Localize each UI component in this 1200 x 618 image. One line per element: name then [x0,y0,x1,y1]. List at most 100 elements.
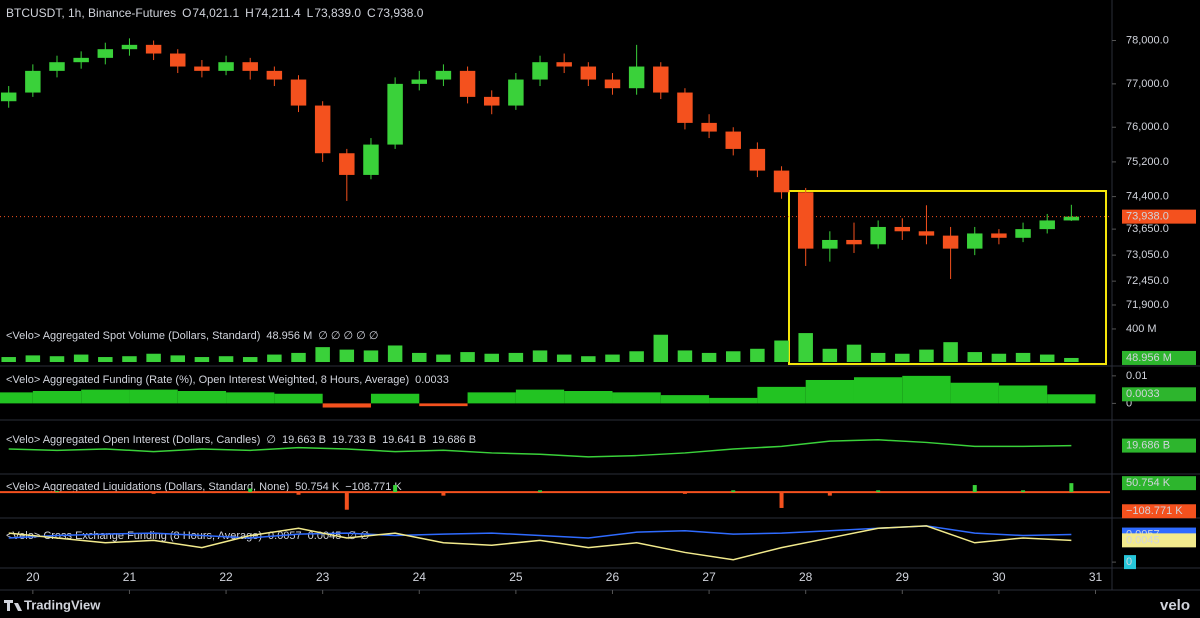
liquidation-bar [54,491,59,493]
volume-bar [339,349,355,362]
funding-step [564,391,613,404]
legend-value: ∅ [266,434,276,446]
funding-step [998,385,1048,404]
funding-step [177,391,227,404]
pane-title: <Velo> Aggregated Funding (Rate (%), Ope… [6,374,409,386]
legend-value: 48.956 M [266,330,312,342]
legend-value: 19.686 B [432,434,476,446]
volume-bar [508,352,524,362]
candle-body [1063,216,1080,221]
volume-bar [218,356,234,362]
liquidation-bar [586,492,591,493]
candle-body [556,62,572,67]
value-box [1122,209,1196,224]
funding-step [467,392,516,404]
y-tick-label: 0 [1126,397,1132,409]
candle-body [797,192,814,249]
funding-step [274,393,323,404]
candle-body [266,70,283,80]
candle-body [170,53,186,67]
tradingview-logo [4,600,22,611]
volume-bar [194,357,210,362]
volume-bar [798,333,813,362]
series-line [8,525,1072,561]
legend-value: L [307,6,314,20]
value-box [1122,504,1196,519]
candle-body [725,131,741,149]
volume-bar [653,334,669,362]
candle-body [73,57,89,63]
funding-step [612,392,661,404]
funding-step [32,391,82,404]
candle-body [508,79,524,106]
funding-step [0,392,33,404]
liquidation-bar [972,485,977,493]
volume-bar [291,352,306,362]
liquidation-bar [296,492,301,495]
legend-value: 50.754 K [295,481,340,493]
value-box-label: −108.771 K [1126,505,1183,517]
source: velo [1160,597,1190,614]
funding-step [129,389,178,404]
value-box [1122,476,1196,491]
candle-body [773,170,790,193]
candle-body [894,226,911,232]
value-box [1122,387,1196,402]
value-box-label: 19.686 B [1126,439,1170,451]
liquidation-bar [538,490,543,493]
candle-body [628,66,645,89]
legend-value: C [367,6,376,20]
volume-bar [412,352,427,362]
liquidation-bar [827,492,832,496]
liquidation-bar [393,485,398,493]
legend-value: 19.733 B [332,434,376,446]
y-tick-label: 400 M [1126,323,1157,335]
candle-body [532,62,548,80]
candle-body [701,122,717,132]
funding-step [950,382,999,404]
volume-bar [822,348,838,362]
x-tick-label: 23 [316,570,330,584]
candle-body [49,62,65,71]
volume-bar [991,353,1007,362]
volume-bar [122,356,137,362]
candle-body [314,105,331,154]
volume-bar [677,350,693,362]
pane-title: <Velo> Aggregated Spot Volume (Dollars, … [6,330,260,342]
y-tick-label: 0.01 [1126,370,1147,382]
volume-bar [363,350,379,362]
value-box [1122,438,1196,453]
liquidation-bar [779,492,784,508]
volume-bar [943,342,958,362]
volume-bar [315,347,330,362]
volume-bar [556,354,572,362]
candle-body [97,49,114,58]
volume-bar [629,351,644,362]
volume-bar [725,351,741,362]
x-tick-label: 24 [413,570,427,584]
value-box [1122,350,1196,365]
volume-bar [267,354,282,362]
funding-step [226,392,275,404]
funding-step [515,389,565,404]
highlight-box [788,190,1107,365]
candle-body [967,233,983,249]
candle-body [194,66,210,71]
y-tick-label: 0 [1126,556,1132,568]
liquidation-bar [1069,483,1074,493]
funding-step [902,375,951,404]
x-tick-label: 26 [606,570,620,584]
candle-body [870,226,886,245]
candle-body [25,70,41,93]
volume-bar [98,357,113,362]
x-tick-label: 29 [896,570,910,584]
volume-bar [170,355,185,362]
liquidation-bar [441,492,446,496]
funding-step [660,395,710,404]
value-box-label: 0.0033 [1126,388,1160,400]
y-tick-label: 71,900.0 [1126,299,1169,311]
volume-bar [1039,354,1055,362]
legend-value: 74,211.4 [255,6,301,20]
